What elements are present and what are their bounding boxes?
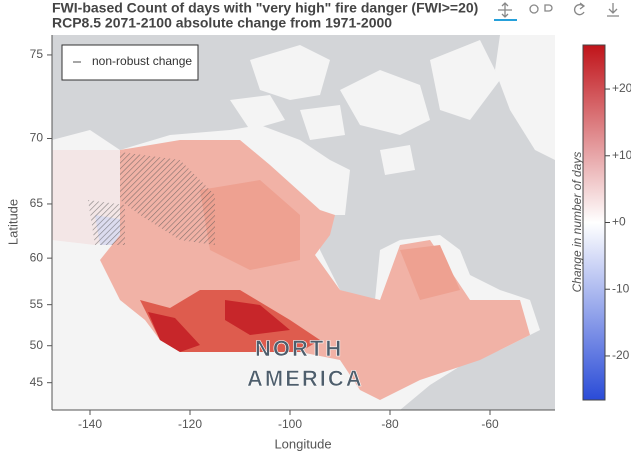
- x-tick-label: -100: [278, 417, 302, 431]
- reset-tool[interactable]: [574, 2, 586, 16]
- y-axis-label: Latitude: [5, 199, 20, 245]
- map-label: AMERICA: [247, 366, 364, 391]
- y-tick-label: 60: [30, 250, 44, 264]
- colorbar-tick-label: +10: [612, 148, 631, 162]
- x-tick-label: -140: [78, 417, 102, 431]
- colorbar-tick-label: +20: [612, 81, 631, 95]
- chart-title: FWI-based Count of days with "very high"…: [52, 0, 478, 16]
- non-robust-hatch: [88, 152, 215, 245]
- heat-medium: [200, 180, 460, 300]
- colorbar: [582, 44, 606, 401]
- legend-label: non-robust change: [92, 54, 192, 68]
- x-axis-label: Longitude: [274, 436, 331, 451]
- pan-tool[interactable]: [498, 2, 512, 18]
- heat-very-high: [148, 300, 290, 352]
- x-tick-label: -80: [381, 417, 399, 431]
- colorbar-tick-label: -20: [612, 348, 630, 362]
- y-tick-label: 50: [30, 338, 44, 352]
- toolbar: [494, 2, 619, 21]
- x-tick-label: -60: [481, 417, 499, 431]
- zoom-tool[interactable]: [529, 4, 553, 14]
- colorbar-tick-label: -10: [612, 281, 630, 295]
- arctic-islands: [230, 40, 500, 175]
- y-tick-label: 55: [30, 297, 44, 311]
- y-tick-label: 65: [30, 196, 44, 210]
- map: [52, 35, 555, 410]
- colorbar-label: Change in number of days: [570, 152, 584, 293]
- colorbar-tick-label: +0: [612, 215, 626, 229]
- y-tick-label: 70: [30, 131, 44, 145]
- save-tool[interactable]: [607, 3, 619, 17]
- x-tick-label: -120: [178, 417, 202, 431]
- y-tick-label: 75: [30, 47, 44, 61]
- y-tick-label: 45: [30, 375, 44, 389]
- legend-box: [61, 44, 199, 81]
- chart-subtitle: RCP8.5 2071-2100 absolute change from 19…: [52, 15, 392, 31]
- greenland: [495, 35, 555, 160]
- map-label: NORTH: [255, 336, 343, 361]
